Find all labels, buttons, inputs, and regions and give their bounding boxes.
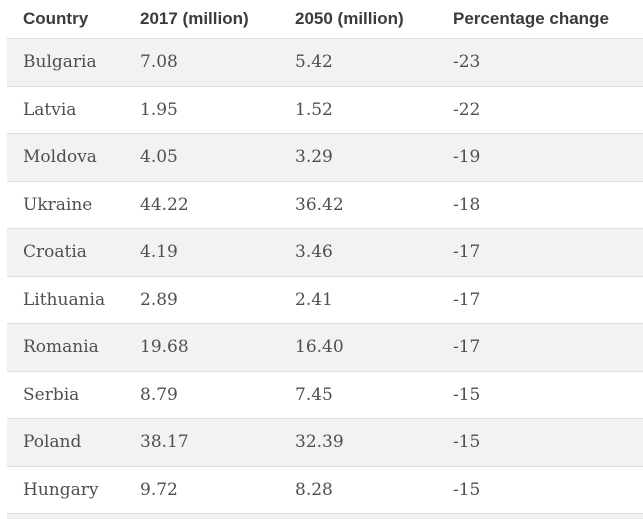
table-cell: 44.22 (124, 180, 279, 229)
table-row: Latvia 1.95 1.52 -22 (7, 85, 643, 134)
table-row: Lithuania 2.89 2.41 -17 (7, 275, 643, 324)
column-header-percentage-change: Percentage change (437, 0, 643, 39)
table-cell: Lithuania (7, 275, 124, 324)
table-cell: -22 (437, 85, 643, 134)
table-row: Poland 38.17 32.39 -15 (7, 418, 643, 466)
table-cell: 36.42 (279, 180, 437, 229)
table-body: Bulgaria 7.08 5.42 -23 Latvia 1.95 1.52 -22 Mold… (7, 38, 643, 519)
table-cell: 16.40 (279, 323, 437, 371)
table-row: Ukraine 44.22 36.42 -18 (7, 180, 643, 229)
table-cell: 7.45 (279, 370, 437, 419)
table-cell: Croatia (7, 228, 124, 276)
table-cell: -17 (437, 323, 643, 371)
population-table: Country 2017 (million) 2050 (million) Pe… (7, 0, 643, 519)
table-cell: -15 (437, 370, 643, 419)
table-cell: Ukraine (7, 180, 124, 229)
table-cell: 2.41 (279, 275, 437, 324)
table-cell: Bulgaria (7, 38, 124, 86)
table-cell: 38.17 (124, 418, 279, 466)
column-header-2017: 2017 (million) (124, 0, 279, 39)
table-cell: 8.79 (124, 370, 279, 419)
table-row-partial (7, 513, 643, 519)
table-row: Bulgaria 7.08 5.42 -23 (7, 38, 643, 86)
table-header: Country 2017 (million) 2050 (million) Pe… (7, 0, 643, 39)
table-cell: 8.28 (279, 465, 437, 514)
table-cell: Hungary (7, 465, 124, 514)
table-cell-empty (7, 513, 643, 519)
table-cell: 5.42 (279, 38, 437, 86)
table-cell: 3.46 (279, 228, 437, 276)
table-row: Serbia 8.79 7.45 -15 (7, 370, 643, 419)
column-header-country: Country (7, 0, 124, 39)
table-cell: -15 (437, 418, 643, 466)
table-cell: 2.89 (124, 275, 279, 324)
table-cell: -19 (437, 133, 643, 181)
table-cell: 3.29 (279, 133, 437, 181)
table-cell: -23 (437, 38, 643, 86)
table-cell: 1.95 (124, 85, 279, 134)
table-cell: 9.72 (124, 465, 279, 514)
table-cell: -18 (437, 180, 643, 229)
column-header-2050: 2050 (million) (279, 0, 437, 39)
table-cell: 4.19 (124, 228, 279, 276)
table-cell: -17 (437, 275, 643, 324)
table-cell: -17 (437, 228, 643, 276)
table-cell: 7.08 (124, 38, 279, 86)
table-cell: -15 (437, 465, 643, 514)
table-cell: 32.39 (279, 418, 437, 466)
table-cell: Romania (7, 323, 124, 371)
table-cell: 1.52 (279, 85, 437, 134)
table-row: Moldova 4.05 3.29 -19 (7, 133, 643, 181)
table-cell: Serbia (7, 370, 124, 419)
table-cell: Latvia (7, 85, 124, 134)
table-cell: 4.05 (124, 133, 279, 181)
table-row: Croatia 4.19 3.46 -17 (7, 228, 643, 276)
table-header-row: Country 2017 (million) 2050 (million) Pe… (7, 0, 643, 39)
table-cell: 19.68 (124, 323, 279, 371)
table-row: Hungary 9.72 8.28 -15 (7, 465, 643, 514)
table-cell: Moldova (7, 133, 124, 181)
table-row: Romania 19.68 16.40 -17 (7, 323, 643, 371)
table-cell: Poland (7, 418, 124, 466)
